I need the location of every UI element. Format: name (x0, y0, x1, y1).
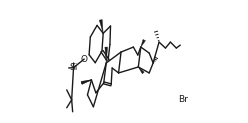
Text: Si: Si (69, 63, 78, 72)
Polygon shape (81, 80, 92, 84)
Polygon shape (138, 67, 144, 74)
Polygon shape (105, 47, 108, 63)
Polygon shape (141, 39, 145, 47)
Text: O: O (81, 55, 88, 64)
Polygon shape (99, 20, 103, 33)
Text: Br: Br (179, 95, 188, 104)
